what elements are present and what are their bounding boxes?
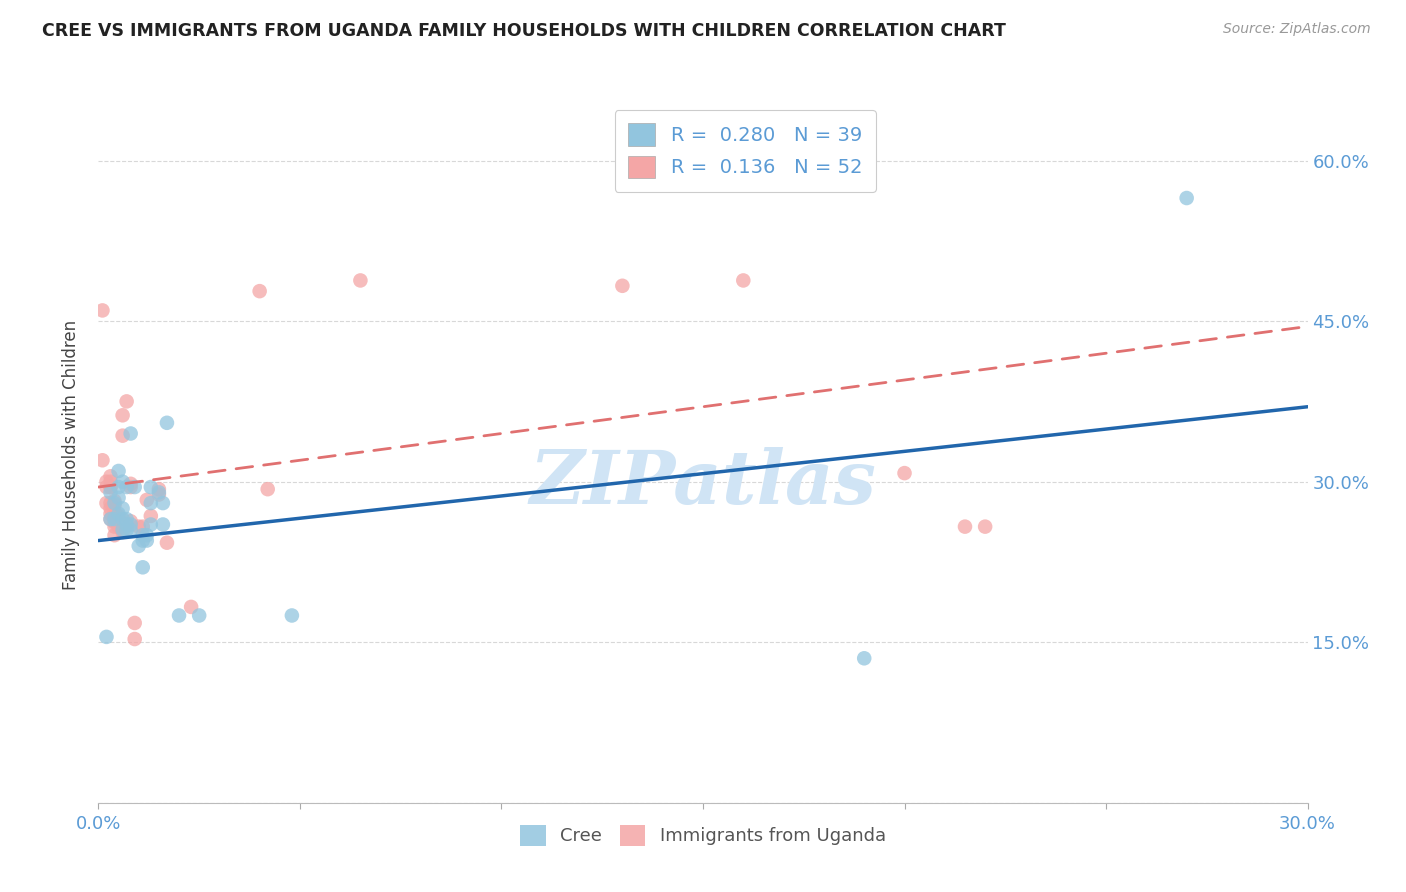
Y-axis label: Family Households with Children: Family Households with Children <box>62 320 80 590</box>
Point <box>115 512 138 526</box>
Point <box>103 494 125 508</box>
Text: ZIPatlas: ZIPatlas <box>530 447 876 519</box>
Point <box>103 505 125 519</box>
Point <box>281 608 304 623</box>
Point <box>124 632 146 646</box>
Point <box>100 475 122 489</box>
Point <box>893 466 915 480</box>
Point <box>953 519 976 533</box>
Point <box>974 519 997 533</box>
Point <box>91 303 114 318</box>
Point <box>132 528 155 542</box>
Point <box>96 496 118 510</box>
Point <box>135 528 157 542</box>
Point <box>100 507 122 521</box>
Point <box>111 428 134 442</box>
Point <box>100 496 122 510</box>
Point <box>96 630 118 644</box>
Point <box>128 539 150 553</box>
Point <box>148 485 170 500</box>
Point <box>256 482 278 496</box>
Point <box>349 273 371 287</box>
Point <box>167 608 190 623</box>
Point <box>152 496 174 510</box>
Point <box>107 480 129 494</box>
Point <box>111 512 134 526</box>
Point <box>100 480 122 494</box>
Point <box>120 517 142 532</box>
Point <box>120 480 142 494</box>
Point <box>135 492 157 507</box>
Point <box>124 480 146 494</box>
Point <box>139 517 162 532</box>
Point <box>107 464 129 478</box>
Point <box>135 533 157 548</box>
Point <box>107 514 129 528</box>
Point <box>111 501 134 516</box>
Point <box>132 519 155 533</box>
Point <box>115 394 138 409</box>
Point <box>132 533 155 548</box>
Point <box>124 615 146 630</box>
Point <box>100 512 122 526</box>
Point <box>139 496 162 510</box>
Point <box>100 501 122 516</box>
Point <box>91 453 114 467</box>
Point <box>120 514 142 528</box>
Point <box>103 508 125 523</box>
Point <box>100 469 122 483</box>
Point <box>1175 191 1198 205</box>
Point <box>103 512 125 526</box>
Point <box>107 507 129 521</box>
Point <box>115 517 138 532</box>
Point <box>120 426 142 441</box>
Point <box>128 519 150 533</box>
Point <box>111 519 134 533</box>
Point <box>148 482 170 496</box>
Point <box>120 523 142 537</box>
Point <box>120 476 142 491</box>
Legend: Cree, Immigrants from Uganda: Cree, Immigrants from Uganda <box>513 818 893 853</box>
Point <box>96 475 118 489</box>
Point <box>249 284 271 298</box>
Point <box>107 491 129 505</box>
Point <box>107 519 129 533</box>
Point <box>103 516 125 530</box>
Point <box>188 608 211 623</box>
Point <box>100 480 122 494</box>
Point <box>103 496 125 510</box>
Point <box>156 535 179 549</box>
Point <box>103 498 125 512</box>
Point <box>139 508 162 523</box>
Text: CREE VS IMMIGRANTS FROM UGANDA FAMILY HOUSEHOLDS WITH CHILDREN CORRELATION CHART: CREE VS IMMIGRANTS FROM UGANDA FAMILY HO… <box>42 22 1007 40</box>
Point <box>100 485 122 500</box>
Point <box>152 517 174 532</box>
Point <box>148 487 170 501</box>
Point <box>115 523 138 537</box>
Point <box>111 524 134 539</box>
Point <box>612 278 634 293</box>
Point <box>111 409 134 423</box>
Point <box>107 512 129 526</box>
Text: Source: ZipAtlas.com: Source: ZipAtlas.com <box>1223 22 1371 37</box>
Point <box>96 480 118 494</box>
Point <box>180 599 202 614</box>
Point <box>111 475 134 489</box>
Point <box>115 519 138 533</box>
Point <box>100 512 122 526</box>
Point <box>139 480 162 494</box>
Point <box>733 273 755 287</box>
Point <box>115 480 138 494</box>
Point <box>103 519 125 533</box>
Point <box>107 508 129 523</box>
Point <box>107 517 129 532</box>
Point <box>103 528 125 542</box>
Point <box>111 523 134 537</box>
Point <box>853 651 876 665</box>
Point <box>132 560 155 574</box>
Point <box>156 416 179 430</box>
